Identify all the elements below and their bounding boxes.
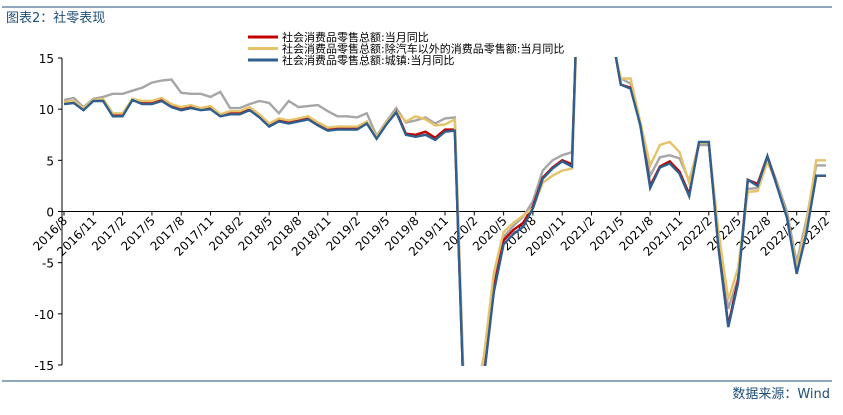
legend-label: 社会消费品零售总额:当月同比 xyxy=(282,30,429,44)
y-tick-label: -10 xyxy=(34,308,54,322)
y-tick-label: 10 xyxy=(39,103,54,117)
y-tick-label: 15 xyxy=(39,52,54,66)
source-note: 数据来源：Wind xyxy=(732,387,830,402)
series-line xyxy=(63,57,826,366)
page-title: 图表2：社零表现 xyxy=(6,10,105,26)
plot-area xyxy=(63,57,826,366)
y-tick-label: -5 xyxy=(42,257,54,271)
y-tick-label: -15 xyxy=(34,359,54,373)
y-tick-label: 0 xyxy=(46,206,54,220)
legend-label: 社会消费品零售总额:除汽车以外的消费品零售额:当月同比 xyxy=(282,42,564,56)
y-tick-label: 5 xyxy=(46,154,54,168)
legend-label: 社会消费品零售总额:城镇:当月同比 xyxy=(282,53,454,67)
